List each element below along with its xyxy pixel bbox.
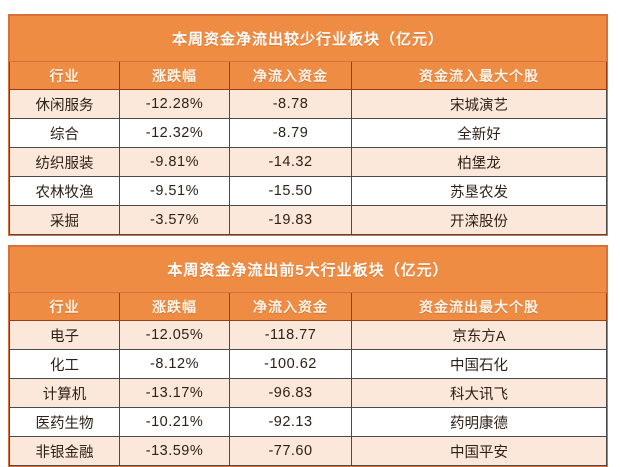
column-header-top-stock: 资金流入最大个股: [351, 61, 607, 90]
cell-change: -10.21%: [119, 407, 230, 437]
cell-change: -9.51%: [119, 176, 230, 206]
cell-top-stock: 宋城演艺: [351, 89, 607, 119]
cell-change: -12.32%: [119, 118, 230, 148]
table-row: 休闲服务 -12.28% -8.78 宋城演艺: [9, 89, 607, 119]
cell-netflow: -19.83: [229, 205, 352, 235]
cell-top-stock: 京东方A: [351, 320, 607, 350]
cell-top-stock: 全新好: [351, 118, 607, 148]
table-title-row: 本周资金净流出较少行业板块（亿元）: [9, 15, 607, 62]
cell-industry: 计算机: [9, 378, 120, 408]
cell-netflow: -14.32: [229, 147, 352, 177]
table-row: 电子 -12.05% -118.77 京东方A: [9, 320, 607, 350]
cell-change: -3.57%: [119, 205, 230, 235]
column-header-change: 涨跌幅: [119, 61, 230, 90]
table-row: 计算机 -13.17% -96.83 科大讯飞: [9, 378, 607, 408]
table-row: 农林牧渔 -9.51% -15.50 苏垦农发: [9, 176, 607, 206]
cell-netflow: -15.50: [229, 176, 352, 206]
column-header-change: 涨跌幅: [119, 292, 230, 321]
table-panel-net-outflow-least: 本周资金净流出较少行业板块（亿元） 行业 涨跌幅 净流入资金 资金流入最大个股 …: [8, 14, 608, 236]
table-panel-net-outflow-top5: 本周资金净流出前5大行业板块（亿元） 行业 涨跌幅 净流入资金 资金流出最大个股…: [8, 245, 608, 467]
column-header-industry: 行业: [9, 61, 120, 90]
cell-industry: 化工: [9, 349, 120, 379]
cell-industry: 非银金融: [9, 436, 120, 466]
cell-industry: 电子: [9, 320, 120, 350]
cell-netflow: -118.77: [229, 320, 352, 350]
cell-change: -13.59%: [119, 436, 230, 466]
cell-netflow: -96.83: [229, 378, 352, 408]
cell-change: -8.12%: [119, 349, 230, 379]
column-header-top-stock: 资金流出最大个股: [351, 292, 607, 321]
table-row: 综合 -12.32% -8.79 全新好: [9, 118, 607, 148]
cell-industry: 纺织服装: [9, 147, 120, 177]
cell-netflow: -8.78: [229, 89, 352, 119]
cell-change: -9.81%: [119, 147, 230, 177]
table-title: 本周资金净流出前5大行业板块（亿元）: [9, 246, 607, 293]
cell-top-stock: 苏垦农发: [351, 176, 607, 206]
cell-industry: 农林牧渔: [9, 176, 120, 206]
table-row: 医药生物 -10.21% -92.13 药明康德: [9, 407, 607, 437]
column-header-netflow: 净流入资金: [229, 292, 352, 321]
cell-industry: 综合: [9, 118, 120, 148]
column-header-industry: 行业: [9, 292, 120, 321]
data-table-net-outflow-top5: 本周资金净流出前5大行业板块（亿元） 行业 涨跌幅 净流入资金 资金流出最大个股…: [9, 246, 607, 466]
cell-netflow: -92.13: [229, 407, 352, 437]
page-root: 本周资金净流出较少行业板块（亿元） 行业 涨跌幅 净流入资金 资金流入最大个股 …: [8, 14, 608, 467]
column-header-netflow: 净流入资金: [229, 61, 352, 90]
table-row: 采掘 -3.57% -19.83 开滦股份: [9, 205, 607, 235]
cell-top-stock: 中国石化: [351, 349, 607, 379]
cell-top-stock: 中国平安: [351, 436, 607, 466]
cell-netflow: -8.79: [229, 118, 352, 148]
cell-industry: 休闲服务: [9, 89, 120, 119]
cell-change: -12.28%: [119, 89, 230, 119]
table-title: 本周资金净流出较少行业板块（亿元）: [9, 15, 607, 62]
table-row: 非银金融 -13.59% -77.60 中国平安: [9, 436, 607, 466]
cell-netflow: -77.60: [229, 436, 352, 466]
table-header-row: 行业 涨跌幅 净流入资金 资金流入最大个股: [9, 61, 607, 90]
cell-netflow: -100.62: [229, 349, 352, 379]
cell-top-stock: 科大讯飞: [351, 378, 607, 408]
cell-change: -12.05%: [119, 320, 230, 350]
cell-top-stock: 柏堡龙: [351, 147, 607, 177]
cell-top-stock: 药明康德: [351, 407, 607, 437]
cell-top-stock: 开滦股份: [351, 205, 607, 235]
table-header-row: 行业 涨跌幅 净流入资金 资金流出最大个股: [9, 292, 607, 321]
table-row: 化工 -8.12% -100.62 中国石化: [9, 349, 607, 379]
cell-change: -13.17%: [119, 378, 230, 408]
cell-industry: 采掘: [9, 205, 120, 235]
table-row: 纺织服装 -9.81% -14.32 柏堡龙: [9, 147, 607, 177]
data-table-net-outflow-least: 本周资金净流出较少行业板块（亿元） 行业 涨跌幅 净流入资金 资金流入最大个股 …: [9, 15, 607, 235]
table-title-row: 本周资金净流出前5大行业板块（亿元）: [9, 246, 607, 293]
cell-industry: 医药生物: [9, 407, 120, 437]
